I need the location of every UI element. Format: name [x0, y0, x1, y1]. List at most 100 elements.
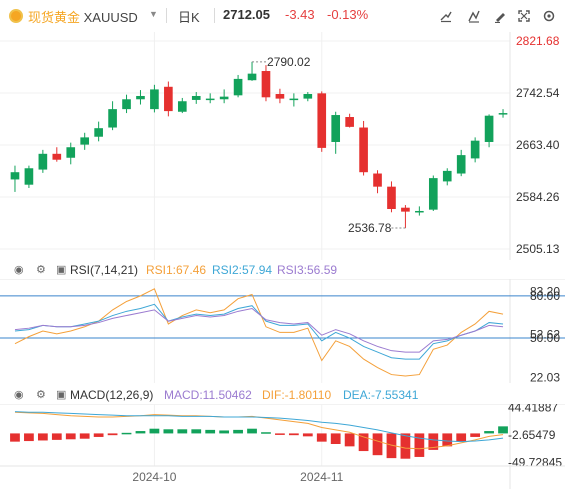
candle-body [289, 98, 299, 101]
candle-body [470, 140, 480, 159]
rsi2-value: RSI2:57.94 [212, 263, 273, 277]
rsi1-value: RSI1:67.46 [146, 263, 207, 277]
last-price: 2712.05 [223, 7, 270, 22]
macd-histogram-bar [302, 433, 313, 437]
chart-header: 现货黄金 XAUUSD ▼ 日K 2712.05 -3.43 -0.13% [0, 0, 565, 32]
x-axis-label: 2024-10 [132, 470, 176, 484]
rsi-series-line [14, 303, 504, 360]
macd-axis-label: 44.41887 [508, 404, 558, 414]
macd-histogram-bar [372, 433, 383, 456]
rsi-axis-label: 52.62 [530, 327, 560, 341]
macd-histogram-bar [288, 433, 299, 436]
x-axis-label: 2024-11 [300, 470, 343, 484]
period-selector[interactable]: 日K [178, 10, 200, 25]
macd-histogram-bar [163, 429, 174, 434]
macd-chart[interactable]: 44.41887 -2.65479 -49.72845 2024-10 2024-11 [0, 404, 565, 489]
rsi-series-line [14, 307, 504, 353]
macd-histogram-bar [65, 433, 76, 440]
dif-value: DIF:-1.80110 [262, 388, 332, 402]
candle-body [359, 127, 368, 173]
pen-icon[interactable] [492, 9, 508, 24]
macd-histogram-bar [219, 430, 230, 434]
candle-body [331, 115, 341, 142]
candle-body [233, 78, 243, 96]
macd-histogram-bar [121, 432, 132, 435]
price-axis-label: 2821.68 [516, 34, 560, 48]
candle-body [387, 186, 396, 210]
candle-body [303, 94, 313, 99]
symbol-selector[interactable]: 现货黄金 XAUUSD [28, 7, 138, 26]
candle-body [52, 153, 62, 160]
price-change: -3.43 [285, 7, 315, 22]
macd-histogram-bar [205, 429, 216, 434]
draw-line-icon[interactable] [438, 9, 454, 23]
fullscreen-icon[interactable] [516, 9, 532, 23]
macd-histogram-bar [247, 428, 257, 434]
macd-histogram-bar [233, 429, 243, 434]
candle-body [10, 172, 20, 180]
gear-icon[interactable]: ⚙ [36, 389, 46, 401]
chevron-down-icon[interactable]: ▼ [149, 9, 158, 19]
macd-histogram-bar [498, 426, 508, 434]
macd-histogram-bar [316, 433, 327, 442]
macd-axis-label: -2.65479 [508, 428, 556, 442]
candle-body [150, 89, 159, 110]
candle-body [205, 98, 215, 101]
candle-body [219, 96, 229, 100]
rsi3-value: RSI3:56.59 [277, 263, 338, 277]
macd-histogram-bar [135, 431, 146, 434]
price-axis-label: 2505.13 [516, 242, 560, 256]
dea-line [14, 411, 504, 443]
price-change-percent: -0.13% [327, 7, 369, 22]
divider [214, 8, 215, 23]
candle-body [177, 101, 187, 112]
indicator-box-icon[interactable]: ▣ [56, 389, 67, 401]
candle-body [122, 99, 131, 110]
candle-body [261, 71, 271, 98]
gear-icon[interactable]: ⚙ [36, 264, 46, 276]
candle-body [24, 168, 34, 185]
macd-histogram-bar [428, 433, 439, 450]
macd-histogram-bar [149, 428, 160, 434]
price-axis-label: 2584.26 [516, 190, 560, 204]
gold-coin-icon [9, 9, 23, 23]
indicator-icon[interactable] [466, 9, 482, 23]
macd-histogram-bar [386, 433, 397, 459]
candlestick-chart[interactable]: 2821.68 2742.54 2663.40 2584.26 2505.13 2790.… [0, 32, 565, 260]
indicator-box-icon[interactable]: ▣ [56, 264, 67, 276]
candle-body [191, 95, 201, 100]
divider [166, 8, 167, 23]
macd-histogram-bar [79, 433, 90, 439]
macd-histogram-bar [93, 433, 104, 437]
candle-body [484, 115, 494, 142]
settings-icon[interactable] [541, 9, 557, 23]
eye-icon[interactable]: ◉ [14, 389, 24, 401]
macd-histogram-bar [261, 432, 271, 434]
candle-body [345, 117, 354, 127]
candle-body [80, 137, 90, 145]
low-annotation: 2536.78 [348, 221, 392, 235]
candle-body [66, 147, 76, 158]
candle-body [38, 153, 48, 170]
macd-histogram-bar [107, 433, 118, 436]
candle-body [247, 73, 257, 81]
candle-body [317, 93, 327, 148]
rsi-reference-label: 80.00 [530, 289, 560, 303]
macd-histogram-bar [414, 433, 425, 457]
candle-body [456, 155, 466, 174]
rsi-chart[interactable]: 80.00 50.00 83.20 52.62 22.03 [0, 279, 565, 383]
high-annotation: 2790.02 [267, 55, 311, 69]
eye-icon[interactable]: ◉ [14, 264, 24, 276]
macd-histogram-bar [456, 433, 467, 442]
rsi-series-line [14, 288, 504, 377]
macd-histogram-bar [51, 433, 62, 440]
macd-label: MACD(12,26,9) [70, 388, 154, 402]
rsi-header: ◉ ⚙ ▣ RSI(7,14,21) RSI1:67.46 RSI2:57.94… [0, 261, 565, 279]
macd-histogram-bar [191, 429, 202, 434]
rsi-reference-label: 50.00 [530, 331, 560, 345]
macd-histogram-bar [442, 433, 453, 447]
rsi-axis-label: 22.03 [530, 370, 560, 383]
candle-body [401, 207, 410, 212]
macd-histogram-bar [484, 431, 494, 434]
candle-body [94, 128, 103, 137]
